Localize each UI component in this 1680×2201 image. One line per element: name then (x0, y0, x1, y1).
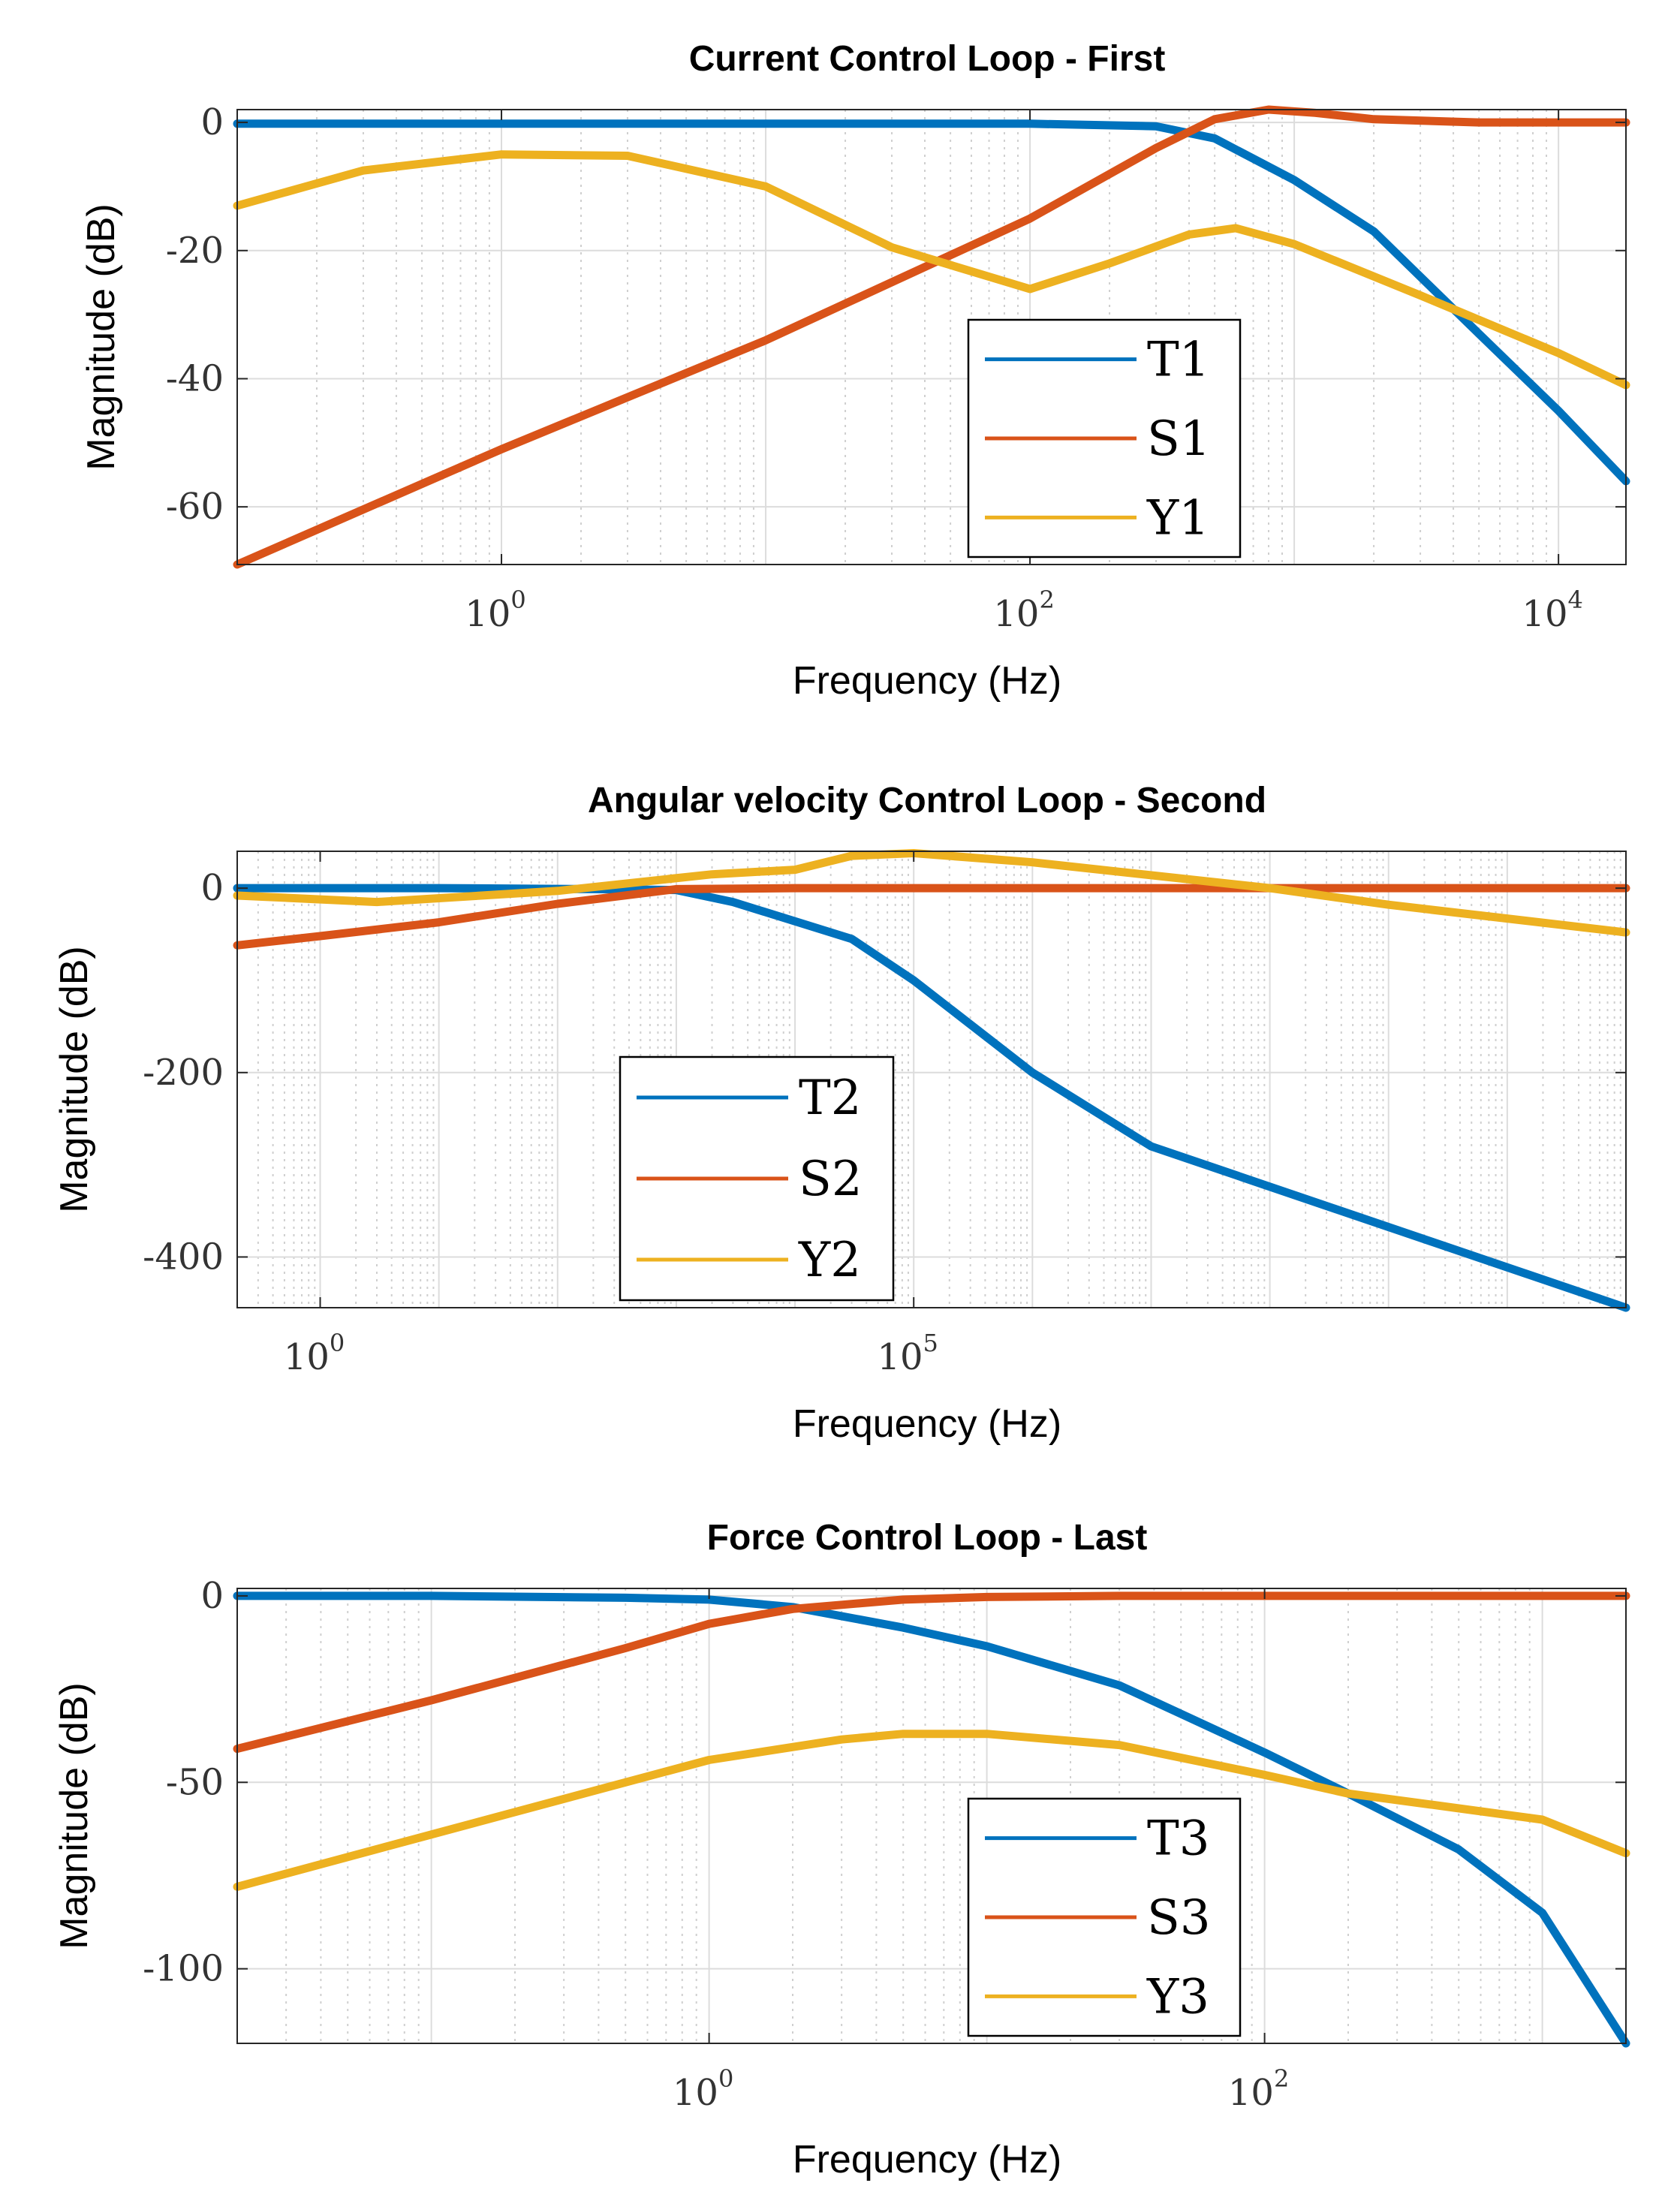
legend: T2 S2 Y2 (619, 1055, 895, 1302)
legend-label-y1: Y1 (1146, 490, 1209, 546)
x-tick-base: 10 (284, 1336, 330, 1378)
x-tick-label: 100 (673, 2064, 733, 2114)
grid (237, 1588, 1626, 2043)
y-tick-label: -100 (143, 1948, 224, 1990)
series-line-y3 (233, 1730, 1630, 1891)
y-tick-label: -60 (166, 486, 224, 528)
y-axis-label: Magnitude (dB) (53, 1682, 96, 1950)
legend-label-y2: Y2 (798, 1233, 861, 1288)
x-axis-label: Frequency (Hz) (793, 1402, 1061, 1446)
x-axis-label: Frequency (Hz) (793, 2138, 1061, 2181)
legend-label-s2: S2 (799, 1152, 863, 1207)
legend-label-y3: Y3 (1146, 1969, 1209, 2025)
x-tick-base: 10 (1228, 2072, 1274, 2114)
x-tick-exponent: 0 (330, 1329, 345, 1357)
series-line-s1 (233, 105, 1630, 569)
grid (236, 110, 1626, 565)
axes-box (236, 109, 1627, 565)
y-tick-label: -400 (143, 1236, 224, 1278)
x-tick-label: 104 (1522, 586, 1582, 635)
legend-label-s3: S3 (1147, 1890, 1211, 1946)
x-tick-label: 102 (993, 586, 1054, 635)
legend-label-t2: T2 (799, 1070, 861, 1126)
y-tick-label: 0 (200, 867, 224, 909)
y-tick-label: 0 (200, 1575, 224, 1617)
legend-label-t1: T1 (1147, 333, 1209, 388)
ticks (237, 110, 1626, 565)
y-tick-label: -200 (143, 1052, 224, 1094)
ticks (237, 851, 1626, 1308)
series-line-t1 (233, 119, 1630, 486)
x-tick-label: 105 (877, 1329, 938, 1378)
x-tick-base: 10 (673, 2072, 718, 2114)
x-tick-exponent: 0 (510, 586, 525, 614)
x-tick-label: 102 (1228, 2064, 1289, 2114)
y-tick-label: 0 (200, 101, 224, 143)
series-line-t3 (233, 1591, 1630, 2048)
series-line-y2 (233, 849, 1630, 937)
chart-title: Angular velocity Control Loop - Second (588, 781, 1266, 820)
chart-title: Force Control Loop - Last (707, 1518, 1148, 1558)
x-tick-base: 10 (465, 593, 510, 635)
x-tick-exponent: 4 (1567, 586, 1582, 614)
x-tick-base: 10 (877, 1336, 923, 1378)
x-tick-base: 10 (1522, 593, 1567, 635)
ticks (237, 1588, 1626, 2043)
series-line-y1 (233, 150, 1630, 390)
x-tick-exponent: 2 (1039, 586, 1054, 614)
x-tick-label: 100 (465, 586, 525, 635)
chart-title: Current Control Loop - First (689, 39, 1166, 79)
y-tick-label: -50 (166, 1761, 224, 1803)
series-line-s2 (233, 884, 1630, 950)
y-tick-label: -40 (166, 357, 224, 399)
y-tick-label: -20 (166, 230, 224, 272)
legend-label-t3: T3 (1147, 1811, 1209, 1867)
series-line-t2 (233, 884, 1630, 1312)
y-axis-label: Magnitude (dB) (53, 946, 96, 1213)
x-tick-exponent: 5 (923, 1329, 938, 1357)
x-tick-exponent: 0 (718, 2064, 733, 2093)
axes-box (236, 851, 1627, 1308)
legend: T1 S1 Y1 (967, 318, 1242, 559)
x-axis-label: Frequency (Hz) (793, 659, 1061, 703)
x-tick-exponent: 2 (1274, 2064, 1289, 2093)
legend: T3 S3 Y3 (967, 1797, 1242, 2037)
legend-label-s1: S1 (1147, 411, 1211, 467)
x-tick-base: 10 (993, 593, 1039, 635)
series-line-s3 (233, 1591, 1630, 1754)
y-axis-label: Magnitude (dB) (80, 203, 123, 471)
axes-box (236, 1588, 1627, 2044)
x-tick-label: 100 (284, 1329, 345, 1378)
